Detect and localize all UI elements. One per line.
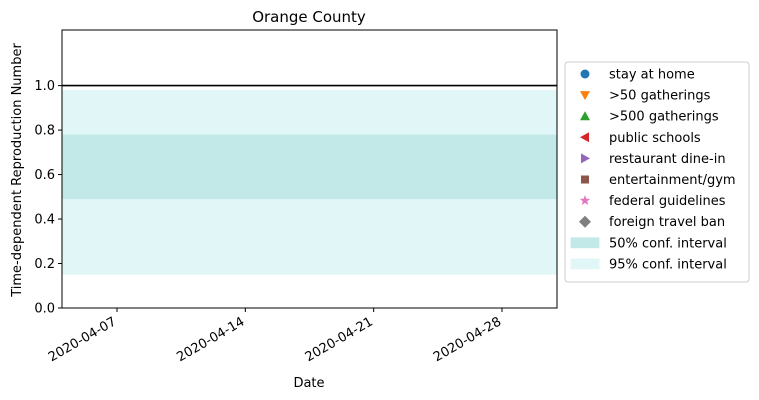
legend-label: >50 gatherings xyxy=(609,89,711,104)
y-tick-label: 0.8 xyxy=(34,124,55,139)
y-axis-label: Time-dependent Reproduction Number xyxy=(10,43,25,298)
legend-marker-federal-guidelines xyxy=(579,195,591,206)
y-tick-label: 0.2 xyxy=(34,257,55,272)
legend-label: foreign travel ban xyxy=(609,215,725,230)
y-tick-label: 0.0 xyxy=(34,302,55,317)
legend-marker-500-gatherings xyxy=(580,111,590,121)
x-tick-label: 2020-04-28 xyxy=(431,314,504,365)
y-tick-label: 0.6 xyxy=(34,168,55,183)
legend-label: >500 gatherings xyxy=(609,110,719,125)
legend-label: stay at home xyxy=(609,68,695,83)
legend-marker-entertainment-gym xyxy=(581,175,589,184)
x-tick-label: 2020-04-14 xyxy=(174,314,247,365)
plot-frame xyxy=(61,29,558,309)
legend-marker-50-gatherings xyxy=(580,91,590,101)
legend-label: 95% conf. interval xyxy=(609,257,727,272)
plot-area: 0.0 0.2 0.4 0.6 0.8 1.0 2020-04-07 2020-04-14 20… xyxy=(34,29,558,365)
legend-marker-public-schools xyxy=(580,132,589,143)
legend-marker-restaurant-dine-in xyxy=(581,153,590,164)
legend-marker-50-conf-interval xyxy=(570,237,600,249)
x-tick-label: 2020-04-21 xyxy=(303,314,376,365)
legend: stay at home >50 gatherings >500 gathering… xyxy=(564,61,750,283)
x-tick-label: 2020-04-07 xyxy=(46,314,119,365)
y-tick-label: 1.0 xyxy=(34,79,55,94)
legend-label: restaurant dine-in xyxy=(609,152,726,167)
legend-marker-foreign-travel-ban xyxy=(579,215,591,228)
legend-label: federal guidelines xyxy=(609,194,726,209)
legend-label: 50% conf. interval xyxy=(609,236,727,251)
legend-box xyxy=(564,61,750,283)
chart-title: Orange County xyxy=(252,8,366,26)
legend-label: entertainment/gym xyxy=(609,173,736,188)
legend-marker-stay-at-home xyxy=(580,69,590,79)
y-tick-label: 0.4 xyxy=(34,213,55,228)
x-axis-label: Date xyxy=(293,376,324,391)
conf-band-50 xyxy=(62,134,557,200)
legend-label: public schools xyxy=(609,131,701,146)
legend-marker-95-conf-interval xyxy=(570,258,600,270)
